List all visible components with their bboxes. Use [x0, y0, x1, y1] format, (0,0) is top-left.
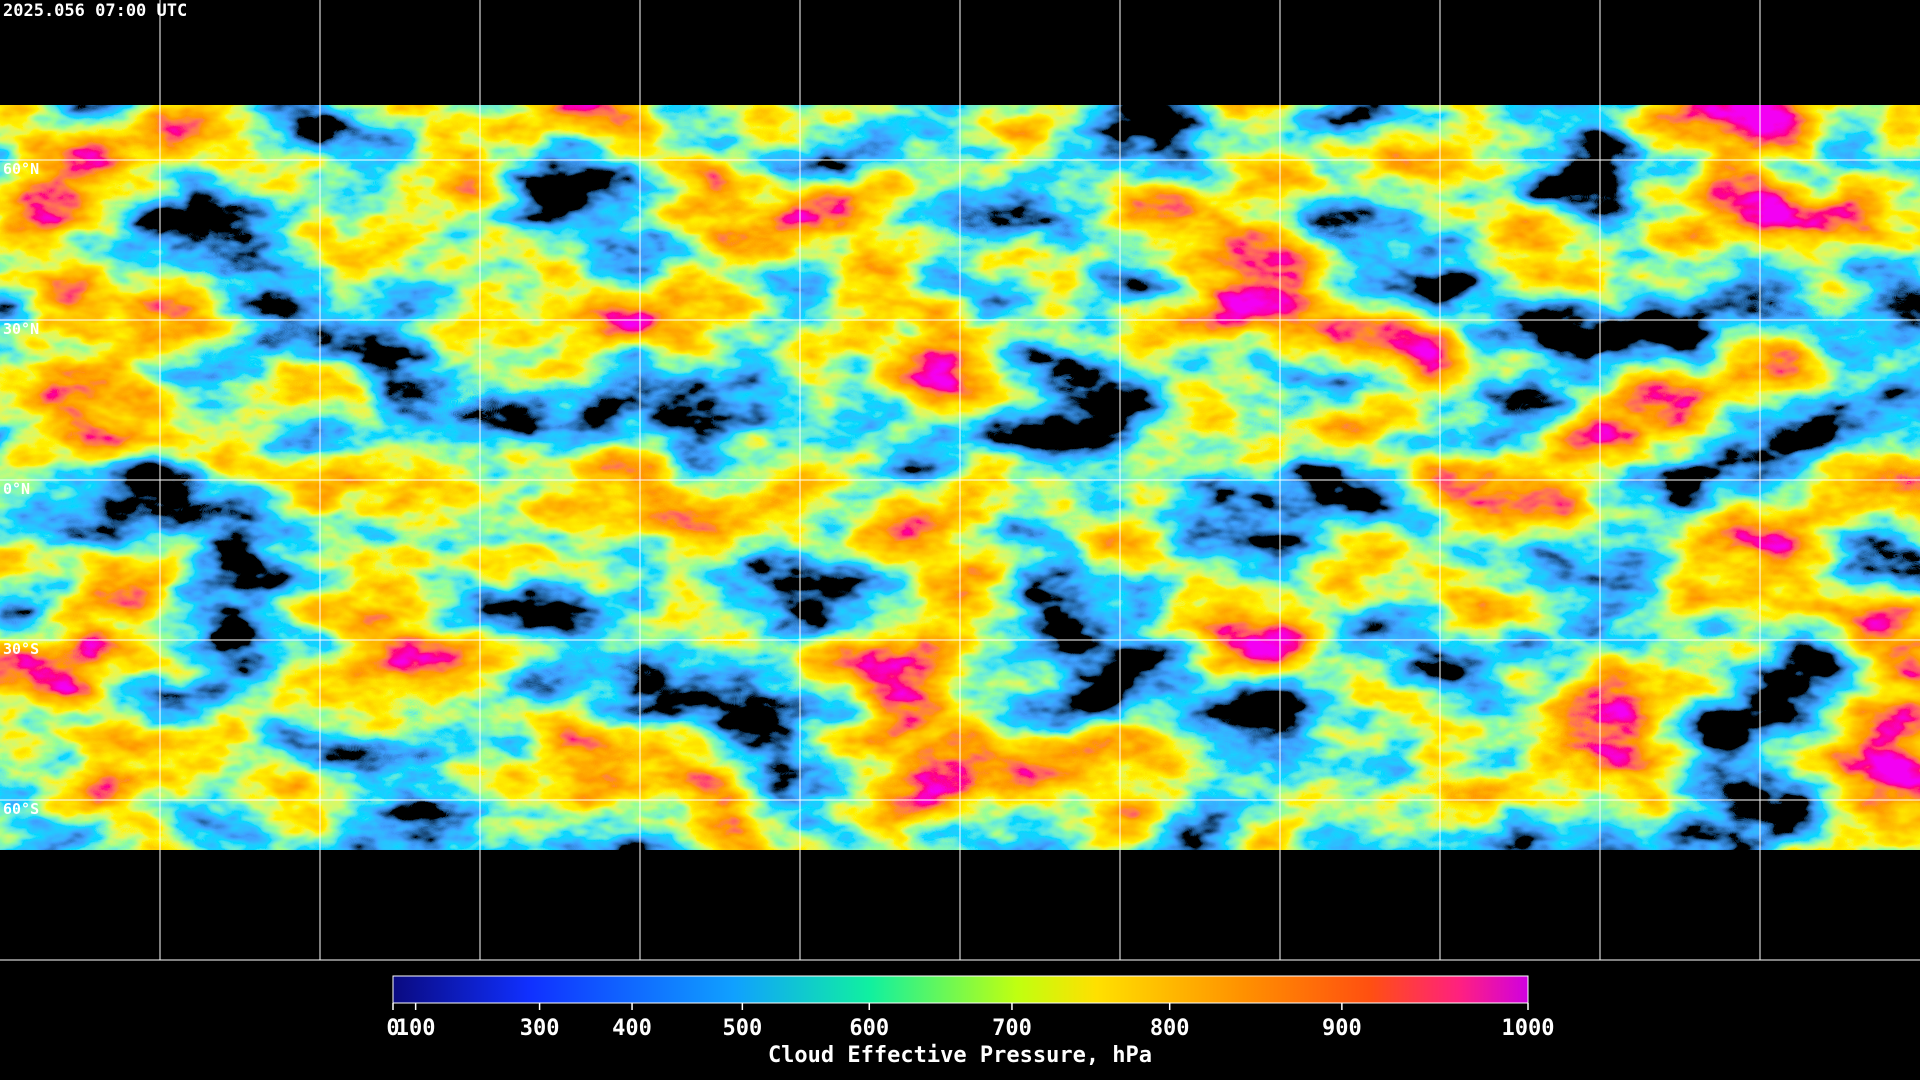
latitude-label: 60°S — [3, 800, 39, 818]
latitude-label: 60°N — [3, 160, 39, 178]
colorbar-tick-label: 700 — [992, 1016, 1032, 1041]
latitude-label: 30°N — [3, 320, 39, 338]
colorbar-tick-label: 600 — [849, 1016, 889, 1041]
colorbar-tick-label: 1000 — [1502, 1016, 1555, 1041]
colorbar-tick-label: 100 — [396, 1016, 436, 1041]
latitude-label: 0°N — [3, 480, 30, 498]
colorbar-tick-label: 300 — [520, 1016, 560, 1041]
colorbar-tick-label: 800 — [1150, 1016, 1190, 1041]
timestamp: 2025.056 07:00 UTC — [3, 1, 187, 21]
colorbar-tick-label: 500 — [722, 1016, 762, 1041]
colorbar-tick-label: 900 — [1322, 1016, 1362, 1041]
colorbar-tick-label: 0 — [386, 1016, 399, 1041]
graticule: 60°N 30°N 0°N 30°S 60°S — [0, 0, 1920, 961]
colorbar-title: Cloud Effective Pressure, hPa — [768, 1043, 1152, 1068]
colorbar — [392, 975, 1529, 1004]
colorbar-tick-label: 400 — [612, 1016, 652, 1041]
latitude-label: 30°S — [3, 640, 39, 658]
